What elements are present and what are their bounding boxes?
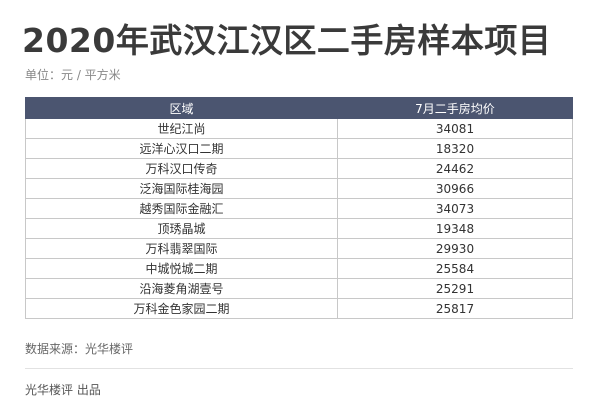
price-table: 区域 7月二手房均价 世纪江尚 34081 远洋心汉口二期 18320 万科汉口传奇 244… [25,97,573,319]
project-cell: 万科翡翠国际 [25,238,338,259]
price-cell: 29930 [337,238,573,259]
unit-note: 单位：元 / 平方米 [25,68,121,82]
price-cell: 19348 [337,218,573,239]
table-row: 万科汉口传奇 24462 [25,158,573,179]
price-cell: 30966 [337,178,573,199]
table-row: 沿海菱角湖壹号 25291 [25,278,573,299]
table-head: 区域 7月二手房均价 [25,97,573,119]
project-cell: 越秀国际金融汇 [25,198,338,219]
producer-note: 光华楼评 出品 [25,383,101,397]
table-row: 越秀国际金融汇 34073 [25,198,573,219]
table-row: 远洋心汉口二期 18320 [25,138,573,159]
table-row: 中城悦城二期 25584 [25,258,573,279]
project-cell: 沿海菱角湖壹号 [25,278,338,299]
table-row: 万科翡翠国际 29930 [25,238,573,259]
column-header: 区域 [25,97,338,119]
project-cell: 中城悦城二期 [25,258,338,279]
table-row: 顶琇晶城 19348 [25,218,573,239]
price-cell: 25291 [337,278,573,299]
project-cell: 远洋心汉口二期 [25,138,338,159]
price-cell: 34073 [337,198,573,219]
project-cell: 万科金色家园二期 [25,298,338,319]
project-cell: 泛海国际桂海园 [25,178,338,199]
price-cell: 18320 [337,138,573,159]
project-cell: 万科汉口传奇 [25,158,338,179]
project-cell: 世纪江尚 [25,118,338,139]
divider [25,368,573,369]
price-cell: 24462 [337,158,573,179]
price-cell: 25584 [337,258,573,279]
table-row: 万科金色家园二期 25817 [25,298,573,319]
price-cell: 25817 [337,298,573,319]
price-cell: 34081 [337,118,573,139]
source-note: 数据来源：光华楼评 [25,342,134,356]
title: 2020年武汉江汉区二手房样本项目 [22,21,552,60]
header-row: 区域 7月二手房均价 [25,97,573,119]
column-header: 7月二手房均价 [337,97,573,119]
project-cell: 顶琇晶城 [25,218,338,239]
table-body: 世纪江尚 34081 远洋心汉口二期 18320 万科汉口传奇 24462 泛海国际桂海园 3… [25,118,573,319]
table-row: 世纪江尚 34081 [25,118,573,139]
table-row: 泛海国际桂海园 30966 [25,178,573,199]
